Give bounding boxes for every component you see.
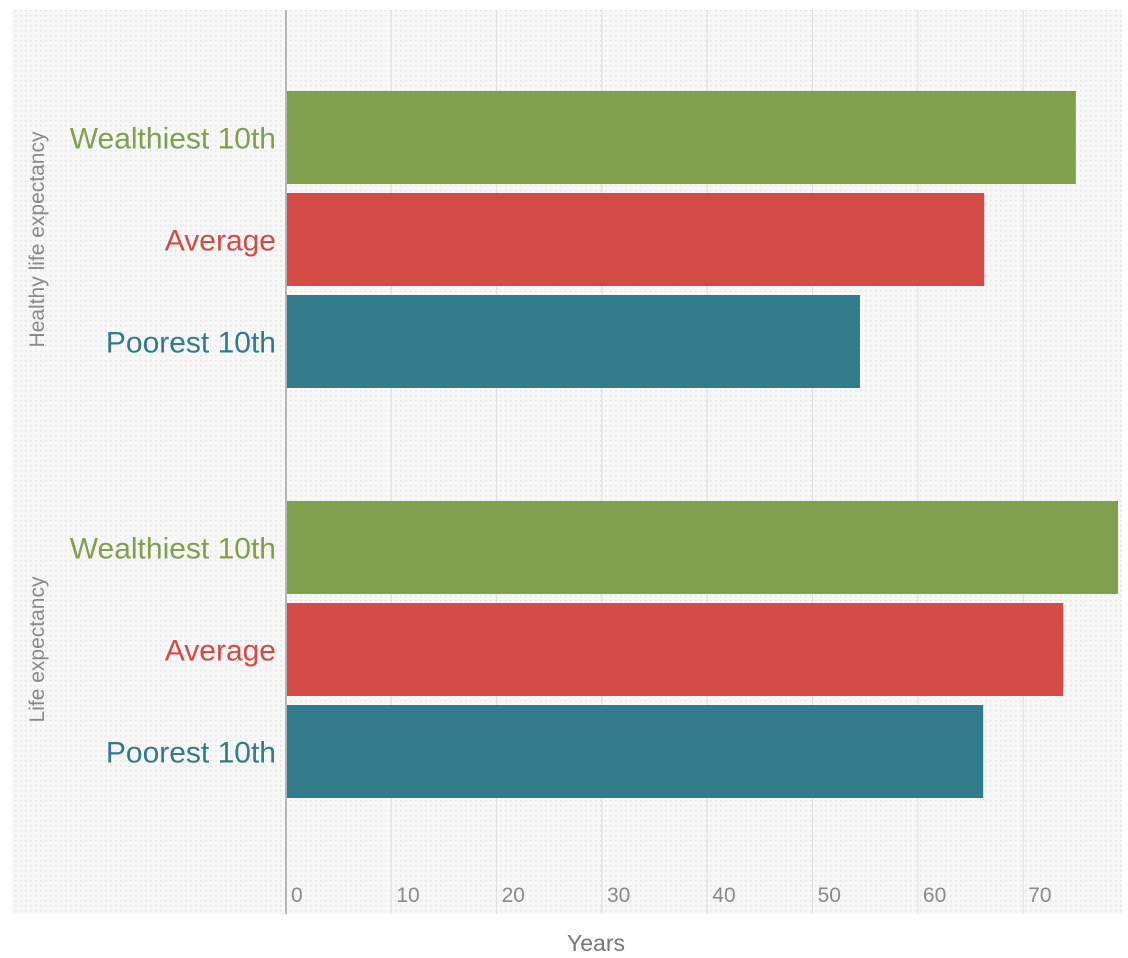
category-label: Poorest 10th (106, 737, 276, 770)
bar-wealthiest-10th (287, 501, 1118, 594)
group-label: Life expectancy (26, 576, 49, 722)
category-label: Poorest 10th (106, 327, 276, 360)
group-label: Healthy life expectancy (26, 131, 49, 347)
category-label: Average (165, 635, 276, 668)
bar-average (287, 603, 1064, 696)
x-tick-label: 60 (923, 884, 946, 907)
x-tick-label: 50 (818, 884, 841, 907)
category-label: Wealthiest 10th (70, 533, 276, 566)
bar-poorest-10th (287, 705, 984, 798)
x-tick-label: 0 (291, 884, 303, 907)
x-axis-title: Years (567, 930, 625, 956)
x-axis-ticks: 0 10 20 30 40 50 60 70 (291, 884, 1052, 907)
x-tick-label: 70 (1028, 884, 1051, 907)
x-tick-label: 10 (396, 884, 419, 907)
bar-average (287, 193, 985, 286)
x-tick-label: 40 (712, 884, 735, 907)
bar-wealthiest-10th (287, 91, 1076, 184)
x-tick-label: 20 (502, 884, 525, 907)
category-label: Average (165, 225, 276, 258)
x-tick-label: 30 (607, 884, 630, 907)
category-label: Wealthiest 10th (70, 123, 276, 156)
bar-poorest-10th (287, 295, 860, 388)
bars (287, 91, 1118, 798)
